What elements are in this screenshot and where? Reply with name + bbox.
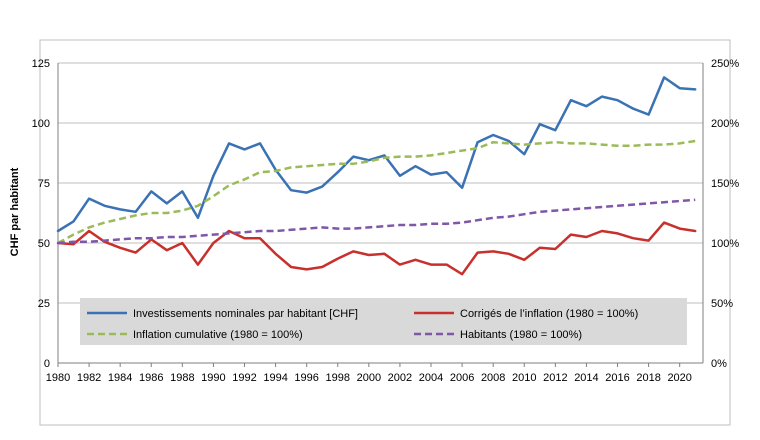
legend-label-4: Habitants (1980 = 100%) [460, 329, 582, 341]
x-tick-label: 2012 [543, 372, 567, 384]
series [56, 76, 697, 276]
y-tick-label: 0 [44, 358, 50, 370]
x-tick-label: 2008 [481, 372, 505, 384]
x-tick-label: 2010 [512, 372, 536, 384]
y2-tick-label: 250% [711, 58, 739, 70]
y2-tick-label: 200% [711, 118, 739, 130]
axis-labels: CHF par habitant [9, 167, 21, 256]
y2-tick-label: 0% [711, 358, 727, 370]
chart-border [39, 39, 731, 426]
series-line-4 [57, 198, 696, 245]
x-tick-label: 2020 [667, 372, 691, 384]
axes: 0 0% 25 50% 50 100% 75 150% 100 200% 125 250% 1980 19… [32, 58, 740, 384]
x-tick-label: 2004 [419, 372, 443, 384]
x-tick-label: 1996 [294, 372, 318, 384]
x-tick-label: 1998 [326, 372, 350, 384]
x-tick-label: 1984 [108, 372, 132, 384]
legend-label-1: Investissements nominales par habitant [… [133, 308, 358, 320]
series-line-2 [56, 221, 697, 276]
legend-label-2: Corrigés de l’inflation (1980 = 100%) [460, 308, 638, 320]
y2-tick-label: 150% [711, 178, 739, 190]
x-tick-label: 1986 [139, 372, 163, 384]
x-tick-label: 1994 [263, 372, 287, 384]
y-tick-label: 100 [32, 118, 50, 130]
legend: Investissements nominales par habitant [… [80, 298, 687, 345]
series-line-3 [57, 139, 696, 245]
x-tick-label: 2014 [574, 372, 598, 384]
x-tick-label: 1980 [46, 372, 70, 384]
y-tick-label: 50 [38, 238, 50, 250]
x-tick-label: 2002 [388, 372, 412, 384]
x-tick-label: 2018 [636, 372, 660, 384]
x-tick-label: 2006 [450, 372, 474, 384]
y-axis-title: CHF par habitant [9, 167, 21, 256]
legend-box [80, 298, 687, 345]
x-tick-label: 2016 [605, 372, 629, 384]
x-tick-label: 1988 [170, 372, 194, 384]
y-tick-label: 25 [38, 298, 50, 310]
legend-label-3: Inflation cumulative (1980 = 100%) [133, 329, 303, 341]
x-tick-label: 1990 [201, 372, 225, 384]
y-tick-label: 125 [32, 58, 50, 70]
y2-tick-label: 50% [711, 298, 733, 310]
x-tick-label: 1992 [232, 372, 256, 384]
x-tick-label: 1982 [77, 372, 101, 384]
x-tick-label: 2000 [357, 372, 381, 384]
series-line-1 [56, 76, 697, 233]
y2-tick-label: 100% [711, 238, 739, 250]
y-tick-label: 75 [38, 178, 50, 190]
